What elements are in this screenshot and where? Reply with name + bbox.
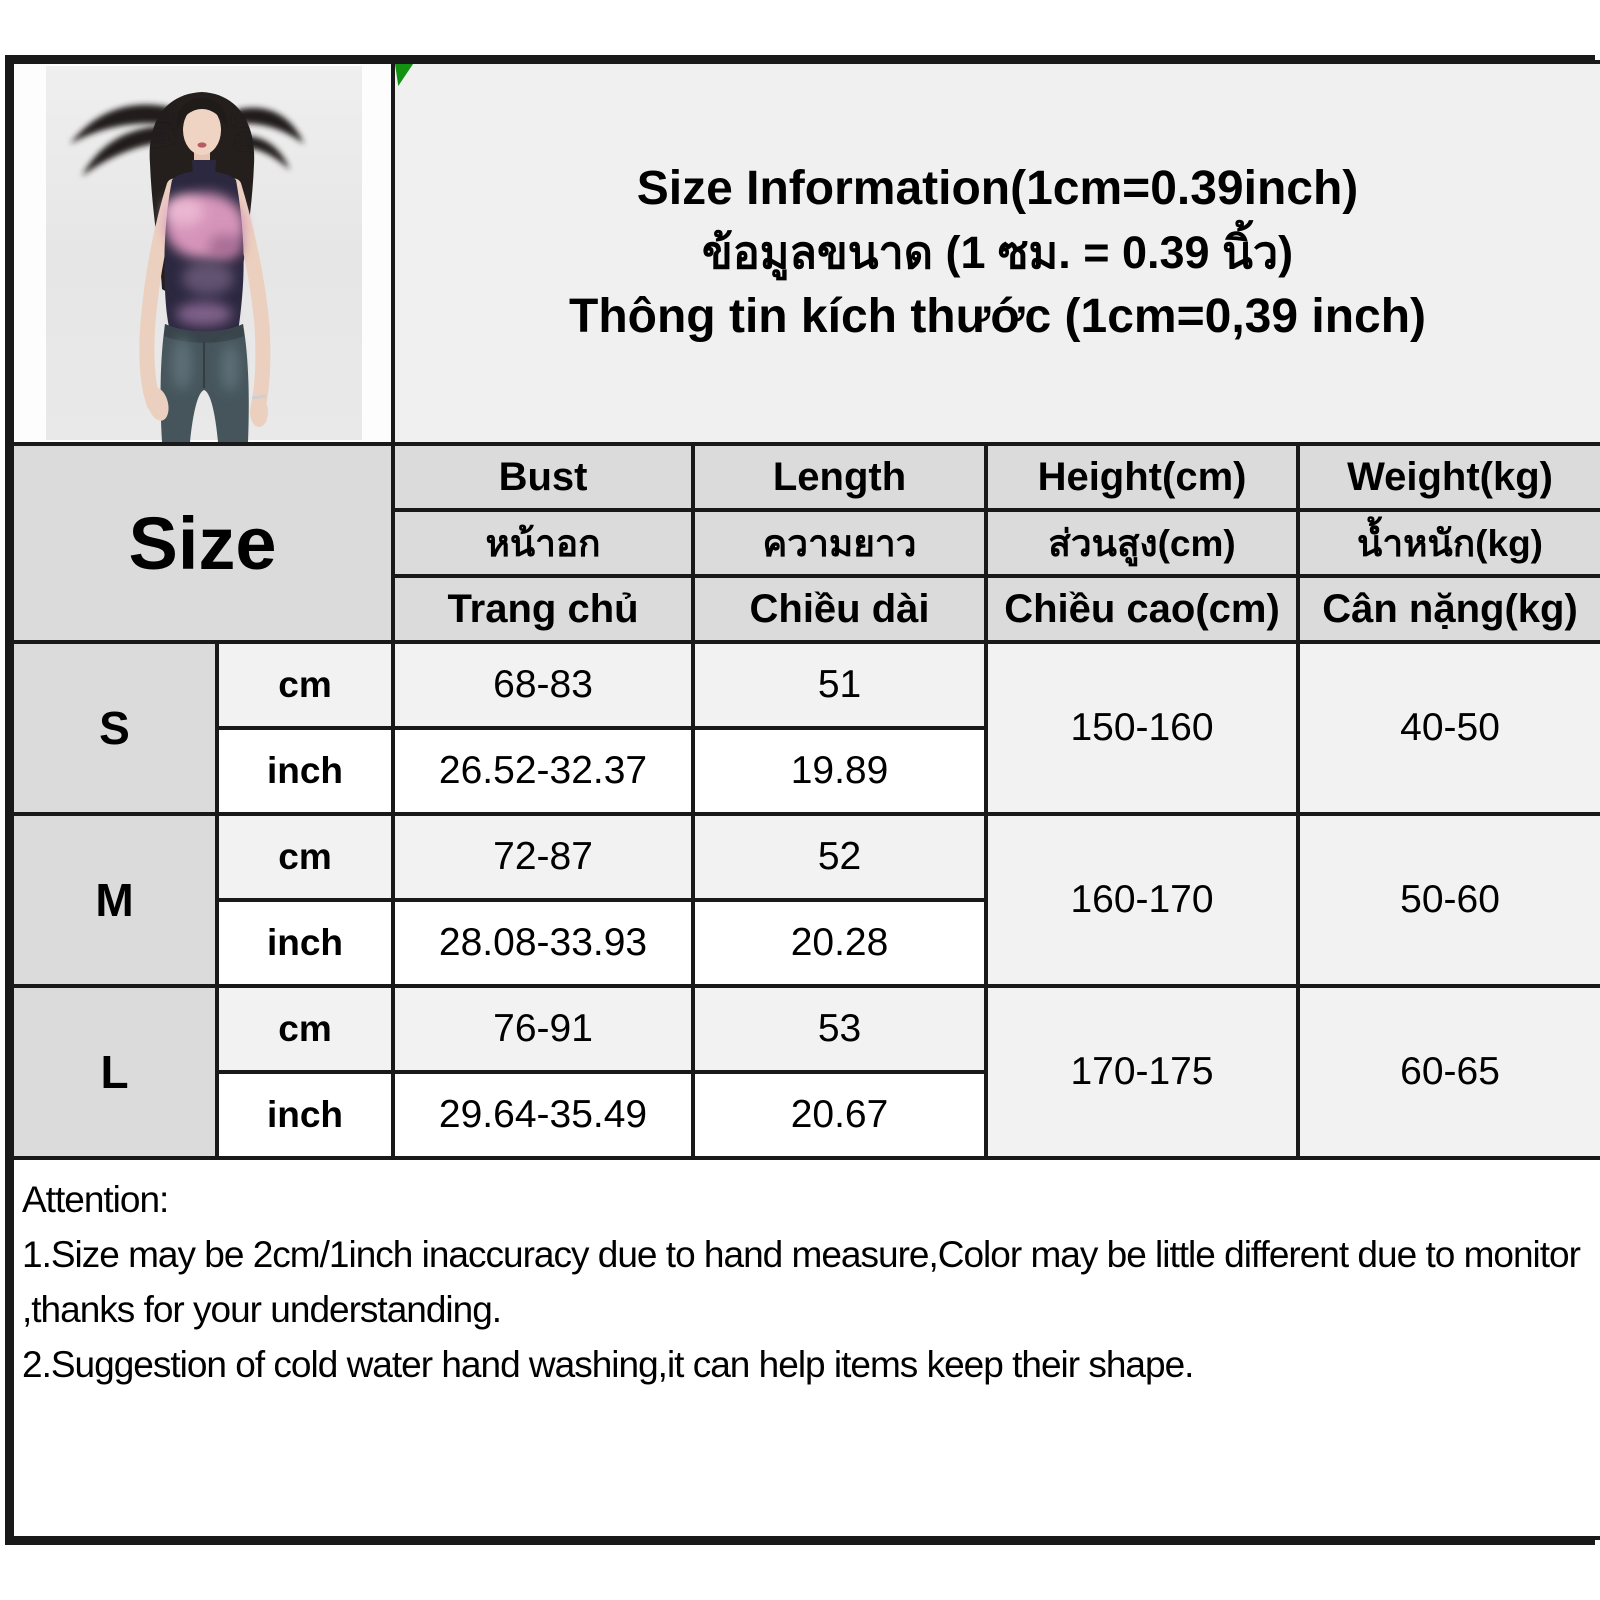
unit-label-cm: cm: [214, 812, 396, 902]
model-lips: [197, 142, 207, 148]
size-corner-label: Size: [9, 442, 396, 644]
model-front-hair: [176, 98, 228, 128]
cell-m-length-cm: 52: [691, 812, 989, 902]
cell-m-weight: 50-60: [1296, 812, 1600, 988]
cell-l-bust-cm: 76-91: [391, 984, 696, 1074]
cell-s-length-cm: 51: [691, 640, 989, 730]
green-corner-marker: [397, 66, 414, 86]
cell-s-bust-inch: 26.52-32.37: [391, 726, 696, 816]
size-label-l: L: [10, 984, 219, 1160]
col-header-height-vi: Chiều cao(cm): [984, 574, 1301, 644]
model-face: [183, 105, 222, 155]
unit-label-inch: inch: [214, 898, 396, 988]
model-left-arm: [139, 178, 182, 412]
cell-l-weight: 60-65: [1296, 984, 1600, 1160]
title-english: Size Information(1cm=0.39inch): [636, 162, 1359, 215]
unit-label-cm: cm: [214, 984, 396, 1074]
cell-m-height: 160-170: [984, 812, 1301, 988]
attention-section: Attention: 1.Size may be 2cm/1inch inacc…: [9, 1156, 1600, 1540]
model-left-hand: [147, 387, 169, 421]
cell-l-height: 170-175: [984, 984, 1301, 1160]
cell-s-weight: 40-50: [1296, 640, 1600, 816]
col-header-length-vi: Chiều dài: [691, 574, 989, 644]
size-label-m: M: [10, 812, 219, 988]
attention-note-2: 2.Suggestion of cold water hand washing,…: [22, 1344, 1194, 1385]
model-right-hand: [250, 397, 269, 427]
col-header-weight-vi: Cân nặng(kg): [1296, 574, 1600, 644]
col-header-bust-en: Bust: [391, 442, 696, 512]
size-table: Size Information(1cm=0.39inch) ข้อมูลขนา…: [9, 60, 1600, 1540]
col-header-length-th: ความยาว: [691, 508, 989, 578]
cell-s-height: 150-160: [984, 640, 1301, 816]
col-header-height-th: ส่วนสูง(cm): [984, 508, 1301, 578]
col-header-height-en: Height(cm): [984, 442, 1301, 512]
model-photo-cell: [9, 60, 396, 446]
model-top: [164, 160, 246, 338]
cell-s-length-inch: 19.89: [691, 726, 989, 816]
model-photo: [16, 66, 390, 440]
title-thai: ข้อมูลขนาด (1 ซม. = 0.39 นิ้ว): [701, 227, 1294, 278]
model-jeans: [160, 324, 249, 440]
cell-m-bust-inch: 28.08-33.93: [391, 898, 696, 988]
unit-label-inch: inch: [214, 726, 396, 816]
unit-label-inch: inch: [214, 1070, 396, 1160]
attention-note-1: 1.Size may be 2cm/1inch inaccuracy due t…: [22, 1234, 1581, 1330]
col-header-weight-en: Weight(kg): [1296, 442, 1600, 512]
cell-l-bust-inch: 29.64-35.49: [391, 1070, 696, 1160]
size-info-sheet: Size Information(1cm=0.39inch) ข้อมูลขนา…: [5, 55, 1600, 1545]
col-header-weight-th: น้ำหนัก(kg): [1296, 508, 1600, 578]
model-bracelet: [251, 394, 267, 400]
unit-label-cm: cm: [214, 640, 396, 730]
size-info-title-cell: Size Information(1cm=0.39inch) ข้อมูลขนา…: [391, 60, 1600, 446]
col-header-bust-th: หน้าอก: [391, 508, 696, 578]
attention-heading: Attention:: [22, 1179, 169, 1220]
col-header-length-en: Length: [691, 442, 989, 512]
cell-m-bust-cm: 72-87: [391, 812, 696, 902]
cell-l-length-inch: 20.67: [691, 1070, 989, 1160]
cell-l-length-cm: 53: [691, 984, 989, 1074]
size-label-s: S: [10, 640, 219, 816]
cell-m-length-inch: 20.28: [691, 898, 989, 988]
cell-s-bust-cm: 68-83: [391, 640, 696, 730]
col-header-bust-vi: Trang chủ: [391, 574, 696, 644]
title-vietnamese: Thông tin kích thước (1cm=0,39 inch): [569, 290, 1427, 343]
model-figure: [70, 92, 305, 440]
